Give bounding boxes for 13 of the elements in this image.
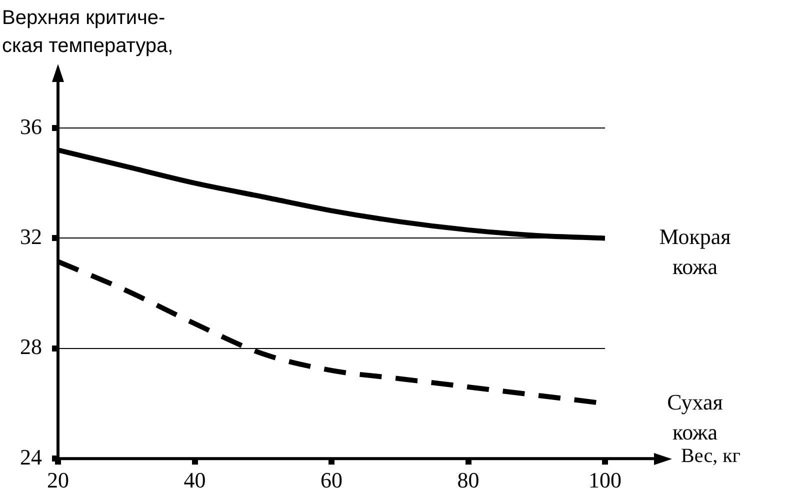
x-tick-label: 40 (184, 468, 206, 493)
y-tick-label: 36 (20, 114, 42, 139)
y-tick-label: 28 (20, 334, 42, 360)
x-tick-label: 60 (320, 468, 342, 493)
text: Сухая кожа (667, 389, 723, 444)
text: Мокрая кожа (659, 224, 731, 279)
y-tick-label: 32 (20, 224, 42, 249)
x-tick-label: 100 (588, 468, 622, 493)
x-axis-title: Вес, кг (681, 444, 741, 467)
y-axis-title: Верхняя критиче- ская температура, (2, 7, 174, 57)
y-tick-label: 24 (20, 444, 42, 470)
x-tick-label: 20 (47, 468, 69, 493)
x-tick-label: 80 (457, 468, 480, 493)
